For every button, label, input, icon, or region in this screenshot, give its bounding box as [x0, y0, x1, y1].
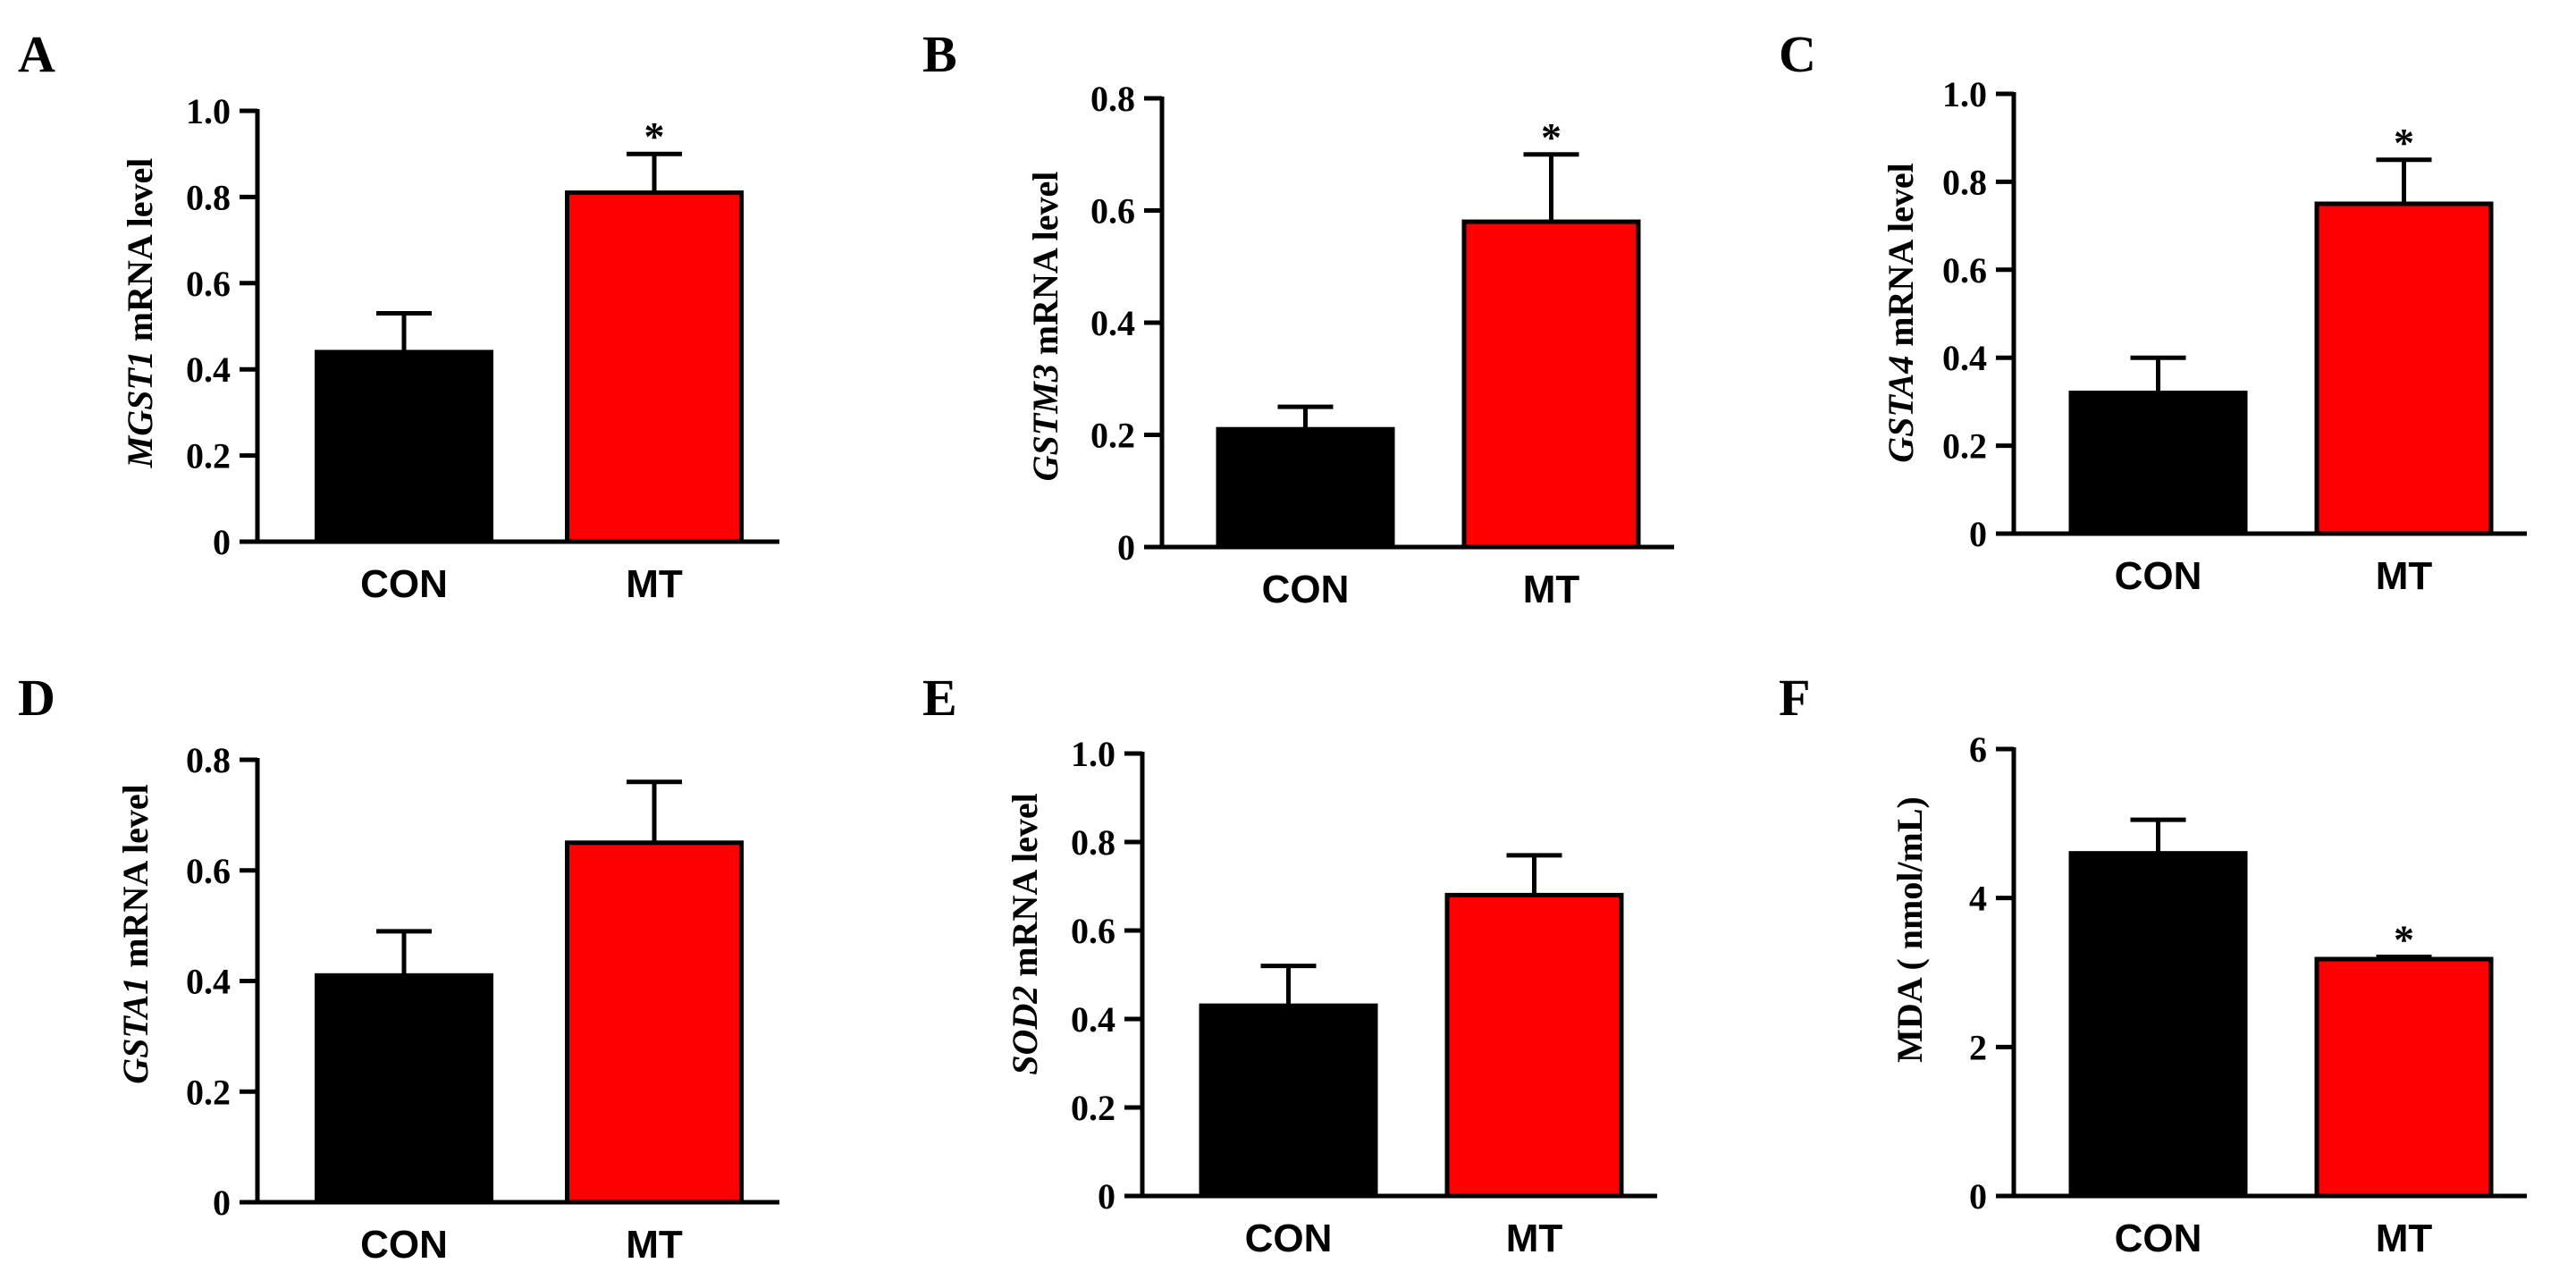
- y-tick-label: 0.4: [1071, 999, 1115, 1040]
- y-tick-label: 0: [1098, 1176, 1115, 1217]
- y-tick-label: 0.2: [186, 436, 231, 476]
- bar-con: [315, 973, 493, 1205]
- bar-mt: [1461, 219, 1641, 550]
- x-category-label: MT: [1506, 1217, 1563, 1260]
- y-axis-label-gene: GSTA4: [1881, 356, 1921, 463]
- x-category-label: CON: [2115, 554, 2202, 598]
- panel-letter: F: [1779, 669, 1810, 727]
- y-axis-label-text: MDA ( nmol/mL): [1890, 796, 1930, 1063]
- x-category-label: MT: [626, 1223, 683, 1267]
- y-tick-label: 1.0: [186, 91, 231, 131]
- y-tick-label: 1.0: [1942, 74, 1987, 114]
- y-axis-label: MDA ( nmol/mL): [1890, 796, 1930, 1063]
- significance-mark: *: [2394, 120, 2414, 165]
- y-axis-label: SOD2 mRNA level: [1005, 793, 1045, 1075]
- x-category-label: MT: [2376, 554, 2433, 598]
- y-tick-label: 4: [1969, 879, 1987, 919]
- x-category-label: CON: [2115, 1217, 2202, 1260]
- y-tick-label: 0.8: [186, 740, 231, 780]
- x-category-label: MT: [626, 562, 683, 606]
- bar-con: [2068, 851, 2248, 1199]
- y-axis-label-gene: GSTA1: [115, 977, 156, 1084]
- bar-con: [1199, 1003, 1378, 1199]
- x-category-label: CON: [1245, 1217, 1333, 1260]
- panel-letter: A: [18, 25, 55, 83]
- y-tick-label: 0.4: [1090, 303, 1135, 343]
- y-axis-label-text: mRNA level: [115, 784, 156, 977]
- y-tick-label: 0.2: [1071, 1088, 1115, 1128]
- bar-con: [2068, 391, 2248, 536]
- significance-mark: *: [1541, 114, 1562, 160]
- bar-mt: [2314, 956, 2494, 1199]
- x-category-label: MT: [2376, 1217, 2433, 1260]
- y-tick-label: 0.6: [186, 264, 231, 304]
- y-tick-label: 0.2: [1090, 416, 1135, 456]
- y-axis-label-text: mRNA level: [1881, 163, 1921, 356]
- y-tick-label: 0.2: [186, 1072, 231, 1112]
- y-tick-label: 0.4: [1942, 338, 1987, 378]
- panel-e: E SOD2 mRNA level 0 0.2 0.4 0.6 0.8 1.0 CON MT: [922, 669, 1657, 1260]
- y-axis-label-text: mRNA level: [1025, 172, 1065, 365]
- y-tick-label: 0.6: [1942, 250, 1987, 291]
- bar-con: [315, 349, 493, 544]
- y-tick-label: 1.0: [1071, 734, 1115, 774]
- y-axis-label: MGST1 mRNA level: [120, 158, 160, 469]
- y-tick-label: 0.4: [186, 962, 231, 1002]
- panel-a: A MGST1 mRNA level 0 0.2 0.4 0.6 0.8 1.0 CON MT *: [18, 25, 779, 606]
- y-axis-label-text: mRNA level: [120, 158, 160, 351]
- y-axis-label: GSTA1 mRNA level: [115, 784, 156, 1084]
- panel-d: D GSTA1 mRNA level 0 0.2 0.4 0.6 0.8 CON MT: [18, 669, 779, 1267]
- y-tick-label: 0: [213, 1183, 231, 1223]
- y-tick-label: 0.4: [186, 349, 231, 390]
- bar-mt: [565, 190, 744, 544]
- panel-c: C GSTA4 mRNA level 0 0.2 0.4 0.6 0.8 1.0 CON MT *: [1779, 25, 2527, 598]
- x-category-label: CON: [360, 562, 448, 606]
- y-tick-label: 6: [1969, 729, 1987, 770]
- y-tick-label: 0.6: [186, 851, 231, 891]
- y-axis-label-gene: SOD2: [1005, 986, 1045, 1075]
- panel-letter: C: [1779, 25, 1816, 83]
- panel-f: F MDA ( nmol/mL) 0 2 4 6 CON MT *: [1779, 669, 2527, 1260]
- y-axis-label: GSTA4 mRNA level: [1881, 163, 1921, 463]
- significance-mark: *: [2394, 917, 2414, 963]
- y-tick-label: 0.6: [1090, 191, 1135, 232]
- panel-letter: D: [18, 669, 55, 727]
- y-axis-label-text: mRNA level: [1005, 793, 1045, 986]
- y-tick-label: 0: [1969, 514, 1987, 554]
- bar-mt: [565, 840, 744, 1205]
- bar-mt: [2314, 201, 2494, 536]
- x-category-label: MT: [1523, 568, 1580, 611]
- significance-mark: *: [644, 114, 665, 159]
- y-tick-label: 0.6: [1071, 911, 1115, 951]
- y-axis-label: GSTM3 mRNA level: [1025, 172, 1065, 482]
- y-tick-label: 2: [1969, 1027, 1987, 1067]
- y-tick-label: 0.8: [1090, 79, 1135, 119]
- y-tick-label: 0.8: [1942, 162, 1987, 202]
- y-tick-label: 0.8: [1071, 822, 1115, 863]
- y-tick-label: 0.8: [186, 177, 231, 217]
- x-category-label: CON: [1262, 568, 1350, 611]
- y-tick-label: 0: [213, 522, 231, 562]
- y-tick-label: 0: [1969, 1176, 1987, 1217]
- y-axis-label-gene: MGST1: [120, 350, 160, 468]
- y-axis-label-gene: GSTM3: [1025, 364, 1065, 481]
- panel-b: B GSTM3 mRNA level 0 0.2 0.4 0.6 0.8 CON MT *: [922, 25, 1674, 611]
- y-tick-label: 0.2: [1942, 426, 1987, 467]
- panel-letter: E: [922, 669, 957, 727]
- y-tick-label: 0: [1117, 527, 1135, 568]
- x-category-label: CON: [360, 1223, 448, 1267]
- panel-letter: B: [922, 25, 957, 83]
- bar-con: [1216, 426, 1395, 550]
- bar-mt: [1444, 892, 1624, 1199]
